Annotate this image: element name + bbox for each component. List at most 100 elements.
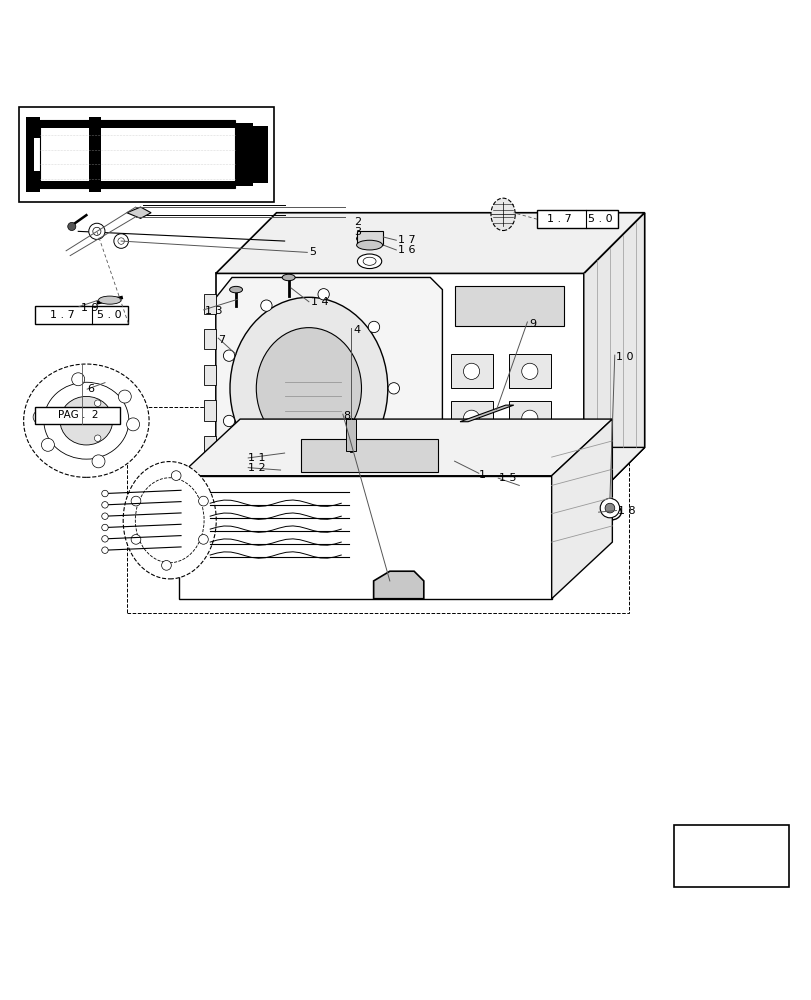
Text: 6: 6 [87, 384, 94, 394]
Bar [508, 354, 550, 388]
Circle shape [88, 223, 105, 239]
Circle shape [199, 496, 208, 506]
Circle shape [521, 363, 537, 379]
Text: 1: 1 [478, 470, 485, 480]
Ellipse shape [356, 240, 382, 250]
Circle shape [161, 561, 171, 570]
Ellipse shape [282, 274, 294, 281]
Text: 8: 8 [343, 411, 350, 421]
Circle shape [604, 503, 614, 513]
Circle shape [281, 464, 291, 476]
Polygon shape [235, 123, 268, 186]
Text: 1 3: 1 3 [205, 306, 222, 316]
Text: 1 2: 1 2 [248, 463, 265, 473]
Bar [450, 401, 492, 435]
Polygon shape [216, 213, 644, 273]
Circle shape [318, 289, 329, 300]
Circle shape [101, 536, 108, 542]
Circle shape [223, 415, 234, 427]
Circle shape [524, 485, 533, 494]
Circle shape [131, 496, 140, 506]
Polygon shape [204, 294, 216, 314]
Circle shape [463, 363, 479, 379]
Text: 1 . 7: 1 . 7 [49, 310, 75, 320]
Polygon shape [41, 120, 235, 128]
Text: 5 . 0: 5 . 0 [97, 310, 121, 320]
Bar [36, 407, 120, 424]
Circle shape [519, 480, 538, 499]
Circle shape [94, 435, 101, 441]
Circle shape [94, 400, 101, 406]
Circle shape [114, 234, 128, 248]
Ellipse shape [598, 504, 620, 520]
Circle shape [101, 502, 108, 508]
Bar [41, 120, 235, 188]
Text: 3: 3 [354, 227, 361, 237]
Text: 1 8: 1 8 [617, 506, 635, 516]
Circle shape [92, 227, 101, 235]
Circle shape [260, 300, 272, 311]
Polygon shape [127, 207, 151, 218]
Text: 1 9: 1 9 [80, 303, 98, 313]
Circle shape [101, 490, 108, 497]
Circle shape [223, 350, 234, 361]
Circle shape [521, 410, 537, 426]
Polygon shape [204, 436, 216, 456]
Bar [356, 231, 382, 245]
Text: 9: 9 [528, 319, 535, 329]
Ellipse shape [356, 234, 382, 243]
Text: 5 . 0: 5 . 0 [587, 214, 611, 224]
Circle shape [260, 465, 272, 477]
Text: 1 7: 1 7 [397, 235, 415, 245]
Ellipse shape [491, 198, 515, 231]
Bar [454, 286, 563, 326]
Text: 1 0: 1 0 [616, 352, 633, 362]
Circle shape [60, 417, 67, 424]
Polygon shape [204, 329, 216, 349]
Polygon shape [26, 117, 41, 192]
Circle shape [101, 513, 108, 519]
Text: 1 6: 1 6 [397, 245, 415, 255]
Ellipse shape [60, 396, 113, 445]
Ellipse shape [24, 364, 149, 477]
Text: 5: 5 [308, 247, 315, 257]
Ellipse shape [363, 257, 375, 265]
Circle shape [599, 498, 619, 518]
Polygon shape [216, 273, 583, 508]
Circle shape [101, 547, 108, 553]
Polygon shape [216, 447, 644, 508]
Polygon shape [204, 365, 216, 385]
Circle shape [463, 410, 479, 426]
Bar [673, 825, 787, 887]
Circle shape [368, 321, 380, 333]
Bar [508, 401, 550, 435]
Text: 1 4: 1 4 [310, 297, 328, 307]
Polygon shape [583, 213, 644, 508]
Bar [536, 210, 617, 228]
Polygon shape [88, 117, 101, 192]
Text: 1 5: 1 5 [499, 473, 516, 483]
Ellipse shape [277, 462, 294, 478]
Bar [36, 306, 128, 324]
Bar [127, 407, 628, 613]
Bar [19, 107, 274, 202]
Ellipse shape [230, 286, 242, 293]
Polygon shape [681, 830, 776, 883]
Circle shape [199, 535, 208, 544]
Circle shape [101, 524, 108, 531]
Polygon shape [551, 419, 611, 599]
Polygon shape [179, 476, 551, 599]
Circle shape [127, 418, 139, 431]
Circle shape [131, 535, 140, 544]
Text: PAG .  2: PAG . 2 [58, 410, 98, 420]
Polygon shape [204, 472, 216, 492]
Circle shape [67, 222, 75, 231]
Bar [345, 419, 355, 451]
Circle shape [118, 238, 124, 244]
Circle shape [318, 477, 329, 488]
Polygon shape [216, 277, 442, 500]
Polygon shape [204, 400, 216, 421]
Polygon shape [179, 419, 611, 476]
Polygon shape [41, 181, 235, 189]
Circle shape [41, 438, 54, 451]
